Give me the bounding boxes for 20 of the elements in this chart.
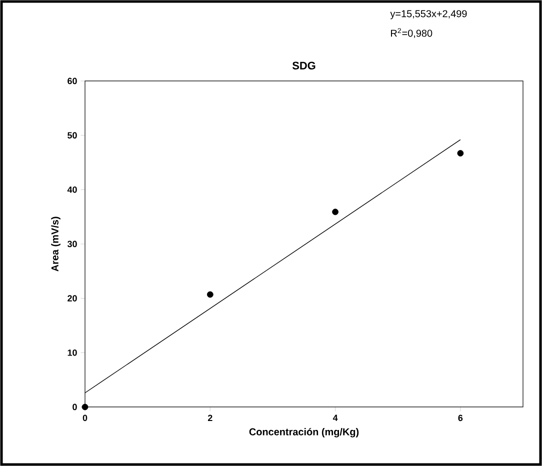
text: R$^{2}$=0,980 [391,28,432,38]
y-axis-title: Area (mV/s) [51,216,60,272]
x-axis-title: Concentración (mg/Kg) [249,428,359,438]
point [457,150,464,156]
x-tick-label: 4 [332,414,338,421]
y-tick-label: 0 [72,404,77,410]
point [206,291,214,298]
chart-title: SDG [292,62,316,70]
point [332,208,338,216]
x-tick-label: 0 [82,414,88,422]
text: y=15,553x+2,499 [390,10,467,20]
y-tick-label: 20 [68,295,77,302]
y-tick-label: 10 [68,349,77,356]
point [82,404,88,410]
y-tick-label: 60 [68,78,77,84]
y-tick-label: 50 [68,132,77,138]
y-tick-label: 40 [67,186,77,193]
y-tick-label: 30 [67,240,77,248]
x-tick-label: 6 [458,414,463,422]
x-tick-label: 2 [208,414,212,422]
